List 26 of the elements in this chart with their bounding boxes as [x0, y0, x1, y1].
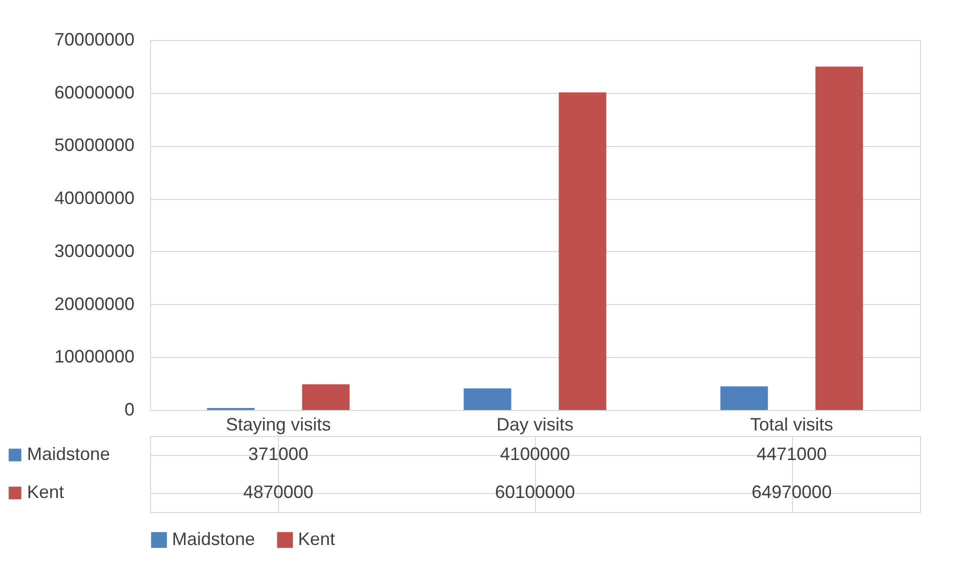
y-tick-label: 50000000	[54, 135, 134, 156]
bar	[720, 386, 768, 410]
bar	[815, 66, 863, 410]
data-label: 371000	[248, 444, 308, 464]
data-label: 4870000	[243, 482, 314, 502]
y-tick-label: 70000000	[54, 30, 134, 50]
bar	[302, 384, 350, 410]
bar	[558, 92, 606, 410]
bar	[464, 388, 512, 410]
legend-label: Maidstone	[27, 444, 110, 464]
y-tick-label: 30000000	[54, 240, 134, 261]
data-label: 60100000	[494, 482, 576, 502]
x-tick-label: Day visits	[496, 414, 574, 434]
text: Maidstone	[172, 529, 256, 549]
data-label: 4471000	[756, 444, 827, 464]
text: Kent	[27, 482, 64, 502]
y-tick-label: 10000000	[54, 346, 134, 367]
y-tick-label: 0	[124, 400, 134, 420]
legend-label: Kent	[298, 529, 336, 549]
y-tick-label: 60000000	[54, 82, 134, 102]
x-tick-label: Staying visits	[226, 414, 331, 434]
y-tick-label: 40000000	[54, 188, 134, 208]
y-tick-label: 20000000	[54, 294, 134, 314]
data-label: 4100000	[500, 444, 570, 464]
x-tick-label: Total visits	[750, 414, 834, 434]
data-label: 64970000	[752, 482, 832, 502]
